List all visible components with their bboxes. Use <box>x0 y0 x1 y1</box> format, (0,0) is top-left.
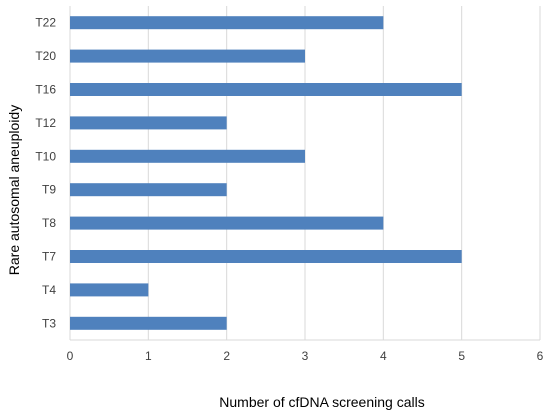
y-tick-label-t9: T9 <box>42 183 56 197</box>
bars <box>70 16 462 330</box>
y-tick-label-t10: T10 <box>35 149 56 163</box>
bar-t20 <box>70 49 305 63</box>
y-tick-label-t22: T22 <box>35 16 56 30</box>
bar-t8 <box>70 216 384 230</box>
y-axis-title: Rare autosomal aneuploidy <box>6 105 22 275</box>
x-axis-title: Number of cfDNA screening calls <box>219 394 424 410</box>
y-tick-label-t7: T7 <box>42 250 56 264</box>
bar-t7 <box>70 250 462 263</box>
y-tick-label-t20: T20 <box>35 49 56 63</box>
x-tick-label-5: 5 <box>458 349 465 363</box>
x-tick-label-4: 4 <box>380 349 387 363</box>
x-tick-label-6: 6 <box>537 349 544 363</box>
bar-t12 <box>70 116 227 130</box>
y-tick-label-t4: T4 <box>42 283 56 297</box>
bar-t3 <box>70 316 227 330</box>
bar-t16 <box>70 83 462 96</box>
bar-t22 <box>70 16 384 30</box>
x-tick-label-3: 3 <box>302 349 309 363</box>
x-tick-labels: 0 1 2 3 4 5 6 <box>67 349 544 363</box>
y-tick-labels: T3 T4 T7 T8 T9 T10 T12 T16 T20 T22 <box>35 16 56 331</box>
bar-t10 <box>70 149 305 163</box>
y-tick-label-t12: T12 <box>35 116 56 130</box>
x-tick-label-2: 2 <box>223 349 230 363</box>
x-tick-label-0: 0 <box>67 349 74 363</box>
bar-t4 <box>70 283 149 297</box>
y-tick-label-t3: T3 <box>42 316 56 330</box>
x-tick-label-1: 1 <box>145 349 152 363</box>
y-tick-label-t8: T8 <box>42 216 56 230</box>
bar-t9 <box>70 183 227 197</box>
y-tick-label-t16: T16 <box>35 83 56 97</box>
